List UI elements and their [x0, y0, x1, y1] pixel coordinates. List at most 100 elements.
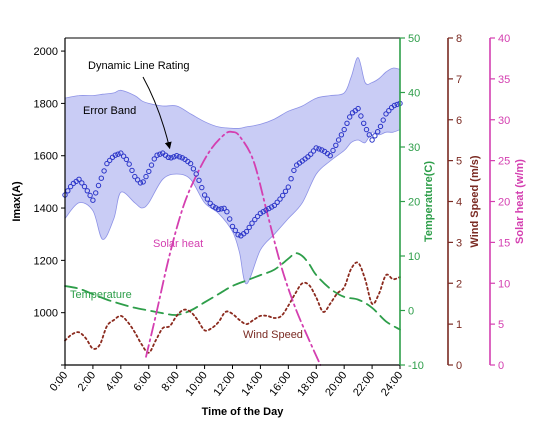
dlr-point [151, 156, 158, 162]
dlr-point [81, 183, 88, 190]
dlr-point [134, 177, 141, 183]
x-tick-label: 8:00 [159, 369, 182, 393]
temperature-tick-label: 30 [408, 142, 420, 154]
solar-heat-tick-label: 5 [498, 319, 504, 331]
dlr-point [232, 227, 239, 234]
wind-speed-axis-title: Wind Speed (m/s) [469, 155, 481, 248]
dlr-point [355, 105, 361, 112]
dlr-point [313, 145, 319, 151]
dlr-point [347, 114, 353, 120]
dlr-point [235, 232, 241, 238]
dlr-point [210, 203, 216, 209]
solar-heat-tick-label: 15 [498, 237, 510, 249]
wind-speed-tick-label: 3 [456, 237, 462, 249]
dlr-point [285, 184, 291, 190]
dlr-point [246, 224, 252, 231]
dlr-point [282, 188, 289, 195]
dlr-point [268, 204, 275, 210]
dlr-point [65, 188, 71, 194]
dlr-point [148, 162, 155, 168]
dlr-point [254, 213, 261, 220]
temperature-tick-label: 0 [408, 306, 414, 318]
dlr-point [79, 180, 85, 186]
annotations-layer: Dynamic Line Rating Error Band Solar heat T… [70, 60, 303, 341]
dlr-point [341, 126, 347, 133]
dlr-point [361, 120, 367, 127]
temperature-annotation: Temperature [70, 289, 132, 301]
temperature-tick-label: 10 [408, 251, 420, 263]
dlr-point [224, 209, 230, 215]
temperature-axis-title: Temperature(C) [423, 161, 435, 242]
dlr-point [221, 205, 227, 212]
dlr-point [327, 153, 333, 159]
dlr-point [84, 188, 91, 194]
series-lines-layer [64, 130, 401, 366]
dlr-point [215, 206, 222, 213]
x-tick-label: 22:00 [351, 369, 377, 398]
solar-heat-annotation: Solar heat [153, 238, 203, 250]
x-tick-label: 20:00 [323, 369, 349, 398]
dlr-point [288, 176, 294, 182]
x-tick-label: 6:00 [131, 369, 154, 393]
temperature-tick-label: 20 [408, 197, 420, 209]
dlr-point [266, 205, 272, 212]
temperature-tick-label: 40 [408, 88, 420, 100]
dlr-point [207, 200, 213, 207]
error-band-layer [64, 57, 401, 285]
dlr-point [358, 113, 364, 119]
dlr-point [377, 123, 384, 130]
solar-heat-tick-label: 10 [498, 278, 510, 290]
dlr-point [104, 160, 110, 167]
dlr-point [98, 175, 105, 181]
dlr-point [157, 151, 163, 157]
dlr-point [391, 102, 398, 109]
dlr-point [252, 216, 258, 223]
dlr-point [67, 183, 74, 190]
x-tick-label: 10:00 [184, 369, 210, 398]
dlr-point [154, 152, 160, 158]
dlr-point [112, 152, 119, 158]
wind-speed-tick-label: 4 [456, 197, 462, 209]
dlr-point [187, 160, 194, 167]
dlr-point [308, 151, 314, 157]
dlr-point [249, 220, 255, 226]
wind-speed-line [64, 261, 401, 354]
imax-tick-label: 1600 [34, 151, 58, 163]
dlr-point [171, 154, 177, 160]
dlr-point [132, 173, 138, 180]
dlr-point [316, 146, 322, 152]
imax-tick-label: 1400 [34, 203, 58, 215]
dlr-point [243, 228, 250, 235]
x-tick-label: 18:00 [295, 369, 321, 398]
dlr-point [168, 155, 174, 161]
x-tick-label: 24:00 [379, 369, 405, 398]
dlr-point [372, 133, 378, 139]
dlr-point [218, 206, 225, 212]
x-tick-label: 2:00 [76, 369, 99, 393]
dlr-point [310, 148, 317, 154]
dlr-point [280, 192, 286, 199]
dlr-point [120, 153, 127, 159]
dlr-point [383, 111, 389, 117]
dlr-point [366, 132, 372, 138]
dlr-point [123, 156, 130, 163]
dlr-point [137, 180, 144, 186]
dlr-point [271, 202, 278, 209]
solar-heat-tick-label: 25 [498, 156, 510, 168]
dlr-point [333, 142, 339, 149]
dlr-point [129, 167, 135, 174]
solar-heat-axis-title: Solar heat (w/m) [514, 159, 526, 244]
dlr-point [338, 132, 345, 138]
dlr-point [291, 167, 297, 174]
wind-speed-tick-label: 0 [456, 360, 462, 372]
dlr-point [95, 182, 102, 189]
x-tick-label: 0:00 [48, 369, 71, 393]
dlr-point [277, 196, 283, 202]
dlr-point [229, 223, 236, 230]
dlr-point [201, 192, 208, 198]
imax-axis-title: Imax(A) [11, 181, 23, 222]
dlr-annotation-arrow [142, 76, 172, 150]
error-band-area [64, 57, 401, 285]
solar-heat-tick-label: 20 [498, 197, 510, 209]
